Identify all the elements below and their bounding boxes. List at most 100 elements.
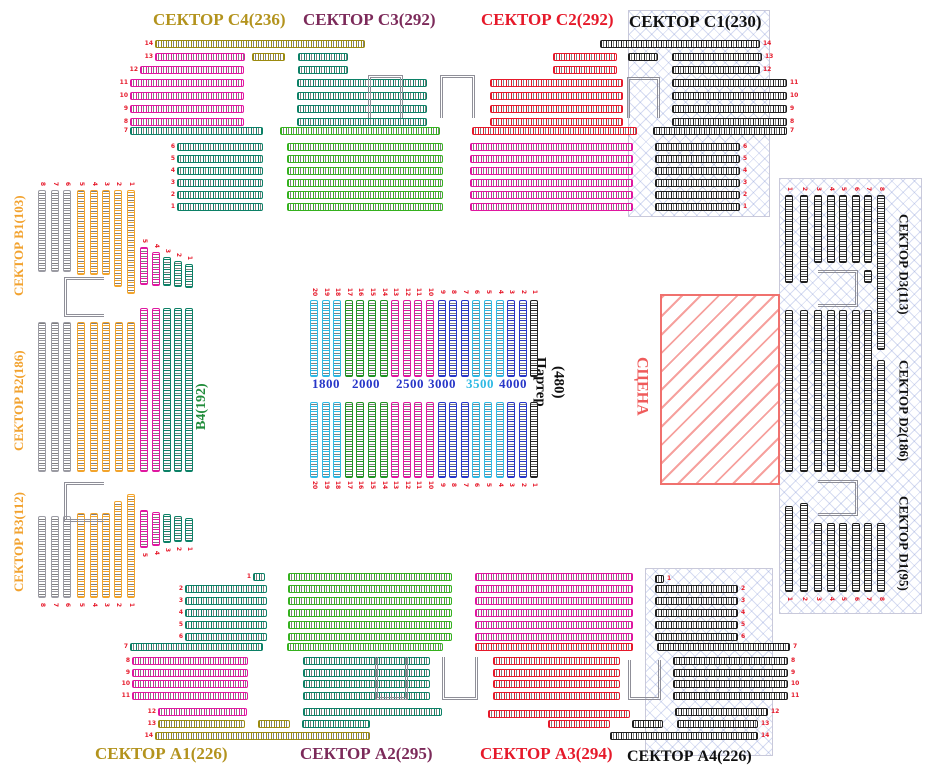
parterre-column-18-bottom[interactable] xyxy=(333,402,342,478)
seat-row-A3[interactable] xyxy=(493,680,620,688)
parterre-column-4-bottom[interactable] xyxy=(495,402,504,478)
parterre-column-2-bottom[interactable] xyxy=(518,402,527,478)
seat-row-B1-2[interactable] xyxy=(114,190,122,287)
parterre-column-13-top[interactable] xyxy=(391,300,400,377)
seat-row-A3[interactable] xyxy=(488,710,630,718)
seat-row-C4-10[interactable] xyxy=(130,92,244,100)
seat-row-A4-14[interactable] xyxy=(610,732,758,740)
seat-row-A1-4[interactable] xyxy=(185,609,267,617)
seat-row-D1-1[interactable] xyxy=(785,506,793,592)
seat-row-A2[interactable] xyxy=(288,609,452,617)
seat-row-B2[interactable] xyxy=(114,322,123,472)
seat-row-A1-12[interactable] xyxy=(158,708,247,716)
seat-row-C2[interactable] xyxy=(490,105,623,113)
seat-row-A2[interactable] xyxy=(303,708,442,716)
seat-row-A2[interactable] xyxy=(288,621,452,629)
seat-row-B2[interactable] xyxy=(38,322,46,472)
seat-row-B1-8[interactable] xyxy=(38,190,46,272)
parterre-column-9-bottom[interactable] xyxy=(437,402,446,478)
seat-row-A1-13[interactable] xyxy=(158,720,245,728)
seat-row-C4-14[interactable] xyxy=(155,40,365,48)
parterre-column-16-bottom[interactable] xyxy=(356,402,365,478)
seat-row-B1-3[interactable] xyxy=(102,190,110,275)
seat-row-C1-3[interactable] xyxy=(655,179,740,187)
seat-row-C1-6[interactable] xyxy=(655,143,740,151)
parterre-column-8-bottom[interactable] xyxy=(449,402,458,478)
seat-row-A3[interactable] xyxy=(475,573,633,581)
seat-row-C4-7[interactable] xyxy=(130,127,263,135)
seat-row-C2[interactable] xyxy=(470,191,633,199)
seat-row-B1-6[interactable] xyxy=(63,190,71,272)
seat-row-C4-12[interactable] xyxy=(140,66,244,74)
seat-row-D2[interactable] xyxy=(851,310,860,472)
seat-row-B3-5[interactable] xyxy=(77,513,85,598)
seat-row-B3-2[interactable] xyxy=(114,501,122,598)
seat-row-C2[interactable] xyxy=(472,127,637,135)
parterre-column-20-top[interactable] xyxy=(310,300,318,377)
seat-row-C4-5[interactable] xyxy=(177,155,263,163)
seat-row-B2[interactable] xyxy=(77,322,85,472)
seat-row-A2[interactable] xyxy=(303,691,430,700)
seat-row-D2[interactable] xyxy=(839,310,847,472)
seat-row-C2[interactable] xyxy=(553,66,617,74)
seat-row-B3-1[interactable] xyxy=(185,518,193,542)
seat-row-B3-8[interactable] xyxy=(38,516,46,598)
seat-row-C3[interactable] xyxy=(280,127,440,135)
seat-row-A4-1[interactable] xyxy=(655,575,664,583)
seat-row-B1-2[interactable] xyxy=(174,261,182,287)
seat-row-C4-13[interactable] xyxy=(155,53,245,61)
seat-row-A2[interactable] xyxy=(303,680,430,688)
seat-row-A2[interactable] xyxy=(303,657,430,665)
seat-row-C1[interactable] xyxy=(628,53,658,61)
seat-row-B3-1[interactable] xyxy=(127,494,135,598)
seat-row-C1-7[interactable] xyxy=(653,127,787,135)
seat-row-B2[interactable] xyxy=(89,322,98,472)
seat-row-A3[interactable] xyxy=(475,643,633,651)
seat-row-C1-11[interactable] xyxy=(672,79,787,87)
seat-row-C3[interactable] xyxy=(287,143,443,151)
seat-row-C4-1[interactable] xyxy=(177,203,263,211)
seat-row-C1-14[interactable] xyxy=(600,40,760,48)
seat-row-A3[interactable] xyxy=(548,720,610,728)
seat-row-A2[interactable] xyxy=(288,633,452,641)
seat-row-C3[interactable] xyxy=(287,179,443,187)
parterre-column-17-bottom[interactable] xyxy=(344,402,353,478)
parterre-column-12-top[interactable] xyxy=(402,300,411,377)
parterre-column-4-top[interactable] xyxy=(495,300,504,377)
parterre-column-17-top[interactable] xyxy=(344,300,353,377)
parterre-column-3-top[interactable] xyxy=(507,300,516,377)
seat-row-A4-13[interactable] xyxy=(677,720,758,728)
parterre-column-14-bottom[interactable] xyxy=(379,402,388,478)
seat-row-C2[interactable] xyxy=(490,118,623,126)
seat-row-A3[interactable] xyxy=(475,585,633,593)
seat-row-B1-4[interactable] xyxy=(152,252,160,286)
seat-row-C4-8[interactable] xyxy=(130,118,244,126)
seat-row-D3-8[interactable] xyxy=(877,195,885,350)
parterre-column-11-top[interactable] xyxy=(414,300,423,377)
parterre-column-12-bottom[interactable] xyxy=(402,402,411,478)
parterre-column-19-top[interactable] xyxy=(321,300,330,377)
seat-row-B1-1[interactable] xyxy=(127,190,135,294)
parterre-column-15-top[interactable] xyxy=(368,300,376,377)
seat-row-C2[interactable] xyxy=(470,155,633,163)
seat-row-D2[interactable] xyxy=(785,310,793,472)
parterre-column-16-top[interactable] xyxy=(356,300,365,377)
seat-row-B2[interactable] xyxy=(63,322,71,472)
parterre-column-1-bottom[interactable] xyxy=(530,402,539,478)
seat-row-C1-13[interactable] xyxy=(672,53,762,61)
seat-row-B3-3[interactable] xyxy=(163,514,171,543)
seat-row-C4-4[interactable] xyxy=(177,167,263,175)
seat-row-C2[interactable] xyxy=(470,203,633,211)
seat-row-C1-4[interactable] xyxy=(655,167,740,175)
seat-row-B2[interactable] xyxy=(152,308,160,472)
seat-row-C4-3[interactable] xyxy=(177,179,263,187)
seat-row-D2[interactable] xyxy=(877,360,885,472)
seat-row-C2[interactable] xyxy=(490,92,623,100)
seat-row-C3[interactable] xyxy=(298,66,348,74)
seat-row-C2[interactable] xyxy=(553,53,617,61)
parterre-column-14-top[interactable] xyxy=(379,300,388,377)
seat-row-B2[interactable] xyxy=(185,308,193,472)
seat-row-B3-4[interactable] xyxy=(152,512,160,546)
seat-row-A1-7[interactable] xyxy=(130,643,263,651)
seat-row-C2[interactable] xyxy=(490,79,623,87)
